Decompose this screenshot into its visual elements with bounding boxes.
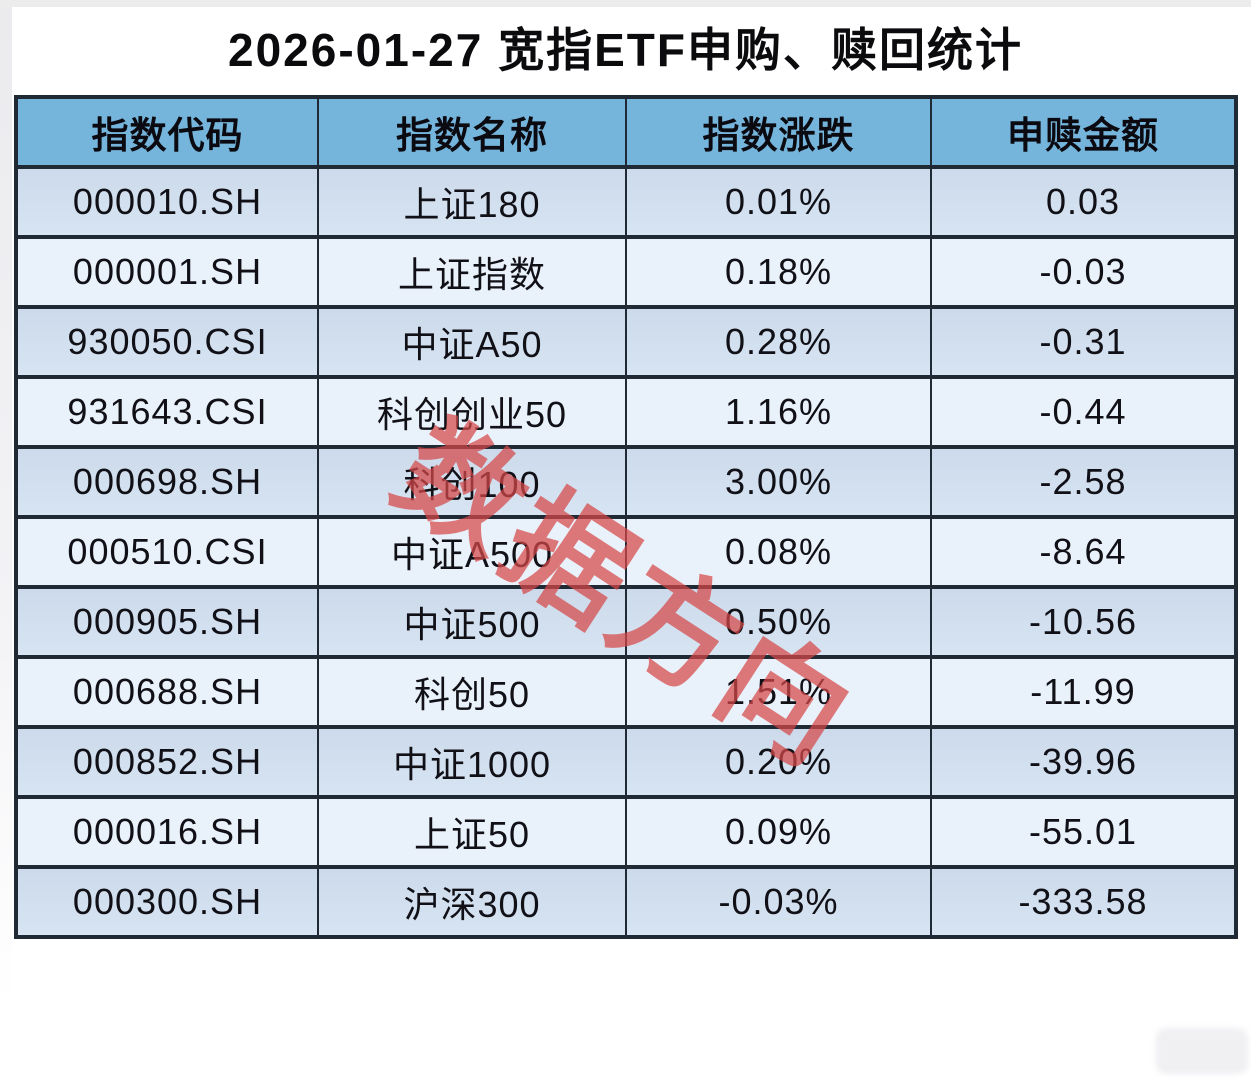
amount-cell: 0.03 — [930, 165, 1237, 239]
table-header-row: 指数代码 指数名称 指数涨跌 申赎金额 — [15, 95, 1237, 169]
table-row: 000698.SH 科创100 3.00% -2.58 — [15, 445, 1237, 519]
amount-cell: -0.31 — [930, 305, 1237, 379]
index-change-cell: 0.09% — [625, 795, 932, 869]
index-code-cell: 000852.SH — [15, 725, 319, 799]
index-change-cell: 0.50% — [625, 585, 932, 659]
index-code-cell: 000510.CSI — [15, 515, 319, 589]
amount-cell: -10.56 — [930, 585, 1237, 659]
index-code-cell: 000688.SH — [15, 655, 319, 729]
table-row: 000001.SH 上证指数 0.18% -0.03 — [15, 235, 1237, 309]
index-code-cell: 000010.SH — [15, 165, 319, 239]
index-change-cell: 0.01% — [625, 165, 932, 239]
column-header-index-name: 指数名称 — [317, 95, 627, 169]
index-code-cell: 000001.SH — [15, 235, 319, 309]
index-name-cell: 科创100 — [317, 445, 627, 519]
index-name-cell: 科创创业50 — [317, 375, 627, 449]
index-name-cell: 上证50 — [317, 795, 627, 869]
index-name-cell: 科创50 — [317, 655, 627, 729]
page-title: 2026-01-27 宽指ETF申购、赎回统计 — [228, 24, 1023, 76]
page-top-edge — [0, 0, 1251, 7]
index-code-cell: 000698.SH — [15, 445, 319, 519]
page-left-edge — [0, 7, 12, 1007]
index-name-cell: 中证1000 — [317, 725, 627, 799]
table-row: 000852.SH 中证1000 0.20% -39.96 — [15, 725, 1237, 799]
index-change-cell: 0.18% — [625, 235, 932, 309]
amount-cell: -11.99 — [930, 655, 1237, 729]
table-row: 000905.SH 中证500 0.50% -10.56 — [15, 585, 1237, 659]
index-change-cell: 1.16% — [625, 375, 932, 449]
amount-cell: -39.96 — [930, 725, 1237, 799]
index-code-cell: 000300.SH — [15, 865, 319, 939]
index-change-cell: 3.00% — [625, 445, 932, 519]
etf-table-container: 指数代码 指数名称 指数涨跌 申赎金额 000010.SH 上证180 0.01% 0.03… — [14, 95, 1238, 939]
table-row: 000510.CSI 中证A500 0.08% -8.64 — [15, 515, 1237, 589]
etf-table: 指数代码 指数名称 指数涨跌 申赎金额 000010.SH 上证180 0.01% 0.03… — [14, 95, 1238, 939]
faint-watermark — [1156, 1028, 1248, 1074]
amount-cell: -55.01 — [930, 795, 1237, 869]
index-code-cell: 000905.SH — [15, 585, 319, 659]
index-name-cell: 中证A50 — [317, 305, 627, 379]
column-header-index-code: 指数代码 — [15, 95, 319, 169]
table-row: 000300.SH 沪深300 -0.03% -333.58 — [15, 865, 1237, 939]
index-name-cell: 沪深300 — [317, 865, 627, 939]
index-name-cell: 中证500 — [317, 585, 627, 659]
index-change-cell: 0.08% — [625, 515, 932, 589]
column-header-amount: 申赎金额 — [930, 95, 1237, 169]
amount-cell: -0.44 — [930, 375, 1237, 449]
index-name-cell: 上证指数 — [317, 235, 627, 309]
table-row: 930050.CSI 中证A50 0.28% -0.31 — [15, 305, 1237, 379]
index-change-cell: -0.03% — [625, 865, 932, 939]
index-code-cell: 930050.CSI — [15, 305, 319, 379]
table-row: 931643.CSI 科创创业50 1.16% -0.44 — [15, 375, 1237, 449]
index-name-cell: 中证A500 — [317, 515, 627, 589]
column-header-index-change: 指数涨跌 — [625, 95, 932, 169]
amount-cell: -0.03 — [930, 235, 1237, 309]
table-row: 000688.SH 科创50 1.51% -11.99 — [15, 655, 1237, 729]
index-change-cell: 0.20% — [625, 725, 932, 799]
index-code-cell: 931643.CSI — [15, 375, 319, 449]
index-code-cell: 000016.SH — [15, 795, 319, 869]
index-change-cell: 1.51% — [625, 655, 932, 729]
amount-cell: -333.58 — [930, 865, 1237, 939]
table-row: 000010.SH 上证180 0.01% 0.03 — [15, 165, 1237, 239]
table-row: 000016.SH 上证50 0.09% -55.01 — [15, 795, 1237, 869]
index-change-cell: 0.28% — [625, 305, 932, 379]
amount-cell: -2.58 — [930, 445, 1237, 519]
table-body: 000010.SH 上证180 0.01% 0.03 000001.SH 上证指数 0.18… — [15, 165, 1237, 939]
index-name-cell: 上证180 — [317, 165, 627, 239]
amount-cell: -8.64 — [930, 515, 1237, 589]
